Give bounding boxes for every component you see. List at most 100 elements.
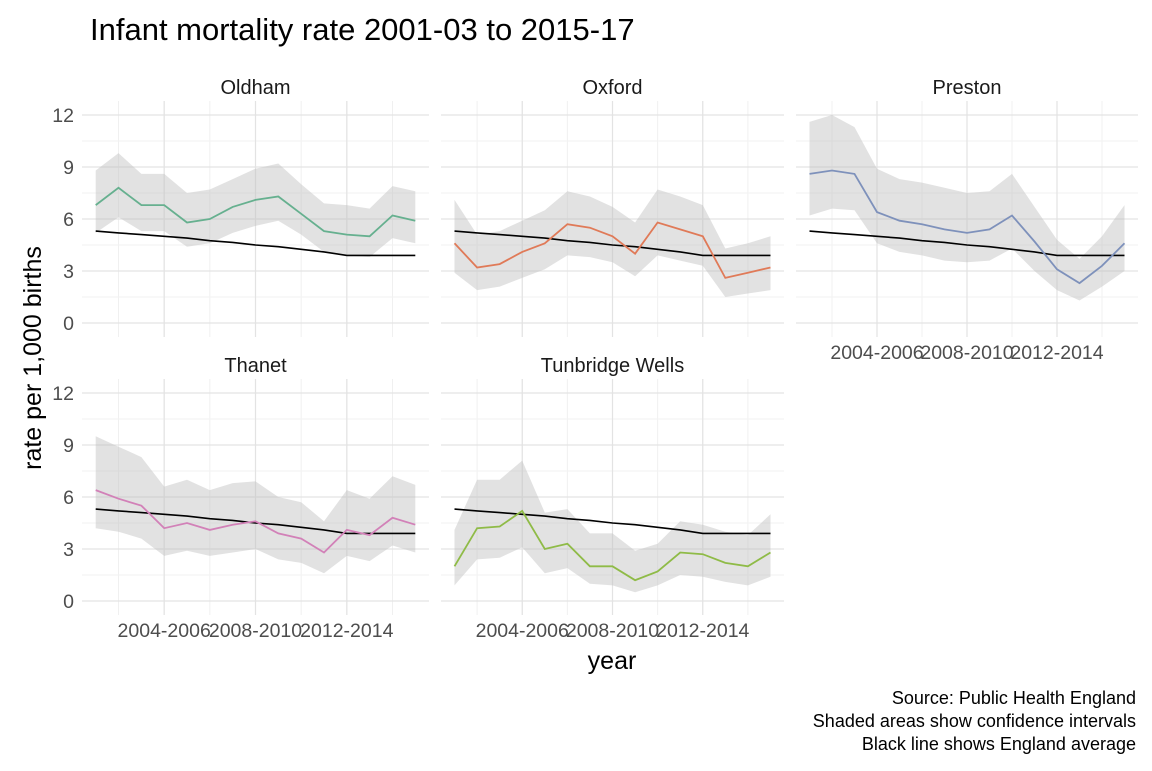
data-point-thanet	[390, 515, 395, 520]
england-average-line	[95, 230, 416, 257]
data-point-oldham	[93, 203, 98, 208]
data-point-preston	[807, 171, 812, 176]
data-point-tunbridge-wells	[520, 508, 525, 513]
data-point-tunbridge-wells	[475, 526, 480, 531]
data-point-oxford	[520, 249, 525, 254]
data-point-thanet	[162, 526, 167, 531]
data-point-thanet	[230, 522, 235, 527]
confidence-band-tunbridge-wells	[454, 460, 771, 593]
data-point-preston	[942, 227, 947, 232]
data-point-thanet	[299, 536, 304, 541]
series-line-tunbridge-wells	[453, 509, 771, 582]
facet-label-preston: Preston	[933, 77, 1002, 99]
x-tick-label: 2004-2006	[830, 342, 923, 364]
x-tick-label: 2004-2006	[118, 620, 211, 642]
data-point-preston	[875, 210, 880, 215]
data-point-thanet	[185, 521, 190, 526]
y-tick-label: 3	[63, 261, 74, 283]
data-point-oxford	[700, 234, 705, 239]
data-point-oxford	[452, 241, 457, 246]
series-line-oxford	[453, 221, 771, 279]
data-point-tunbridge-wells	[542, 547, 547, 552]
data-point-preston	[965, 230, 970, 235]
data-point-oldham	[162, 203, 167, 208]
data-point-tunbridge-wells	[678, 550, 683, 555]
series-line-thanet	[95, 489, 416, 554]
data-point-oxford	[587, 225, 592, 230]
data-point-oldham	[321, 229, 326, 234]
confidence-band-thanet	[95, 436, 416, 574]
panel-oxford: Oxford	[441, 77, 784, 337]
data-point-oldham	[253, 197, 258, 202]
y-tick-label: 9	[63, 435, 74, 457]
confidence-band-oldham	[95, 153, 416, 258]
series-line-preston	[809, 169, 1126, 285]
data-point-thanet	[367, 533, 372, 538]
facet-label-tunbridge-wells: Tunbridge Wells	[541, 355, 684, 377]
data-point-oldham	[413, 218, 418, 223]
data-point-oldham	[230, 204, 235, 209]
data-point-preston	[1010, 213, 1015, 218]
x-tick-label: 2008-2010	[920, 342, 1013, 364]
data-point-thanet	[116, 496, 121, 501]
data-point-oxford	[655, 220, 660, 225]
data-point-thanet	[276, 531, 281, 536]
y-tick-label: 0	[63, 591, 74, 613]
data-point-preston	[1122, 241, 1127, 246]
y-tick-label: 12	[52, 383, 74, 405]
data-point-preston	[987, 227, 992, 232]
data-point-oxford	[633, 251, 638, 256]
y-tick-label: 6	[63, 209, 74, 231]
y-tick-label: 6	[63, 487, 74, 509]
x-tick-label: 2012-2014	[1010, 342, 1103, 364]
x-tick-label: 2012-2014	[300, 620, 393, 642]
confidence-band-oxford	[454, 189, 771, 297]
series-line-oldham	[95, 186, 416, 238]
data-point-oldham	[390, 213, 395, 218]
data-point-thanet	[93, 488, 98, 493]
data-point-thanet	[207, 527, 212, 532]
y-tick-label: 9	[63, 157, 74, 179]
data-point-oldham	[139, 203, 144, 208]
england-average-line	[454, 230, 771, 257]
x-tick-label: 2004-2006	[476, 620, 569, 642]
data-point-oxford	[745, 270, 750, 275]
data-point-oldham	[207, 217, 212, 222]
data-point-tunbridge-wells	[768, 550, 773, 555]
x-tick-label: 2012-2014	[656, 620, 749, 642]
data-point-preston	[920, 222, 925, 227]
data-point-thanet	[253, 519, 258, 524]
data-point-preston	[1100, 263, 1105, 268]
data-point-tunbridge-wells	[452, 564, 457, 569]
facet-label-oxford: Oxford	[582, 77, 642, 99]
england-average-line	[454, 508, 771, 535]
data-point-oldham	[276, 194, 281, 199]
y-tick-label: 0	[63, 313, 74, 335]
caption-source: Source: Public Health England	[891, 688, 1136, 708]
data-point-tunbridge-wells	[633, 578, 638, 583]
data-point-preston	[830, 168, 835, 173]
data-point-preston	[852, 171, 857, 176]
caption-confidence-note: Shaded areas show confidence intervals	[812, 711, 1136, 731]
data-point-oxford	[723, 275, 728, 280]
data-point-preston	[1077, 281, 1082, 286]
x-axis-label: year	[588, 647, 637, 675]
data-point-oxford	[497, 262, 502, 267]
data-point-tunbridge-wells	[655, 569, 660, 574]
facet-label-oldham: Oldham	[220, 77, 290, 99]
data-point-oxford	[565, 222, 570, 227]
data-point-oxford	[610, 234, 615, 239]
data-point-oldham	[367, 234, 372, 239]
data-point-preston	[897, 218, 902, 223]
chart-title: Infant mortality rate 2001-03 to 2015-17	[90, 12, 635, 47]
data-point-thanet	[413, 522, 418, 527]
data-point-oxford	[678, 227, 683, 232]
data-point-oxford	[542, 241, 547, 246]
data-point-oldham	[185, 220, 190, 225]
data-point-tunbridge-wells	[565, 541, 570, 546]
y-axis-label: rate per 1,000 births	[19, 246, 47, 470]
data-point-tunbridge-wells	[745, 564, 750, 569]
data-point-preston	[1032, 239, 1037, 244]
